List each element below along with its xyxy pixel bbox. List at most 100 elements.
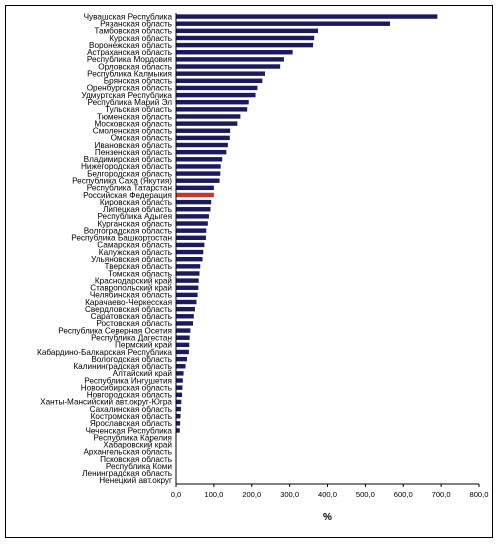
bar xyxy=(176,428,180,433)
category-label: Краснодарский край xyxy=(95,276,172,285)
category-label: Вологодская область xyxy=(91,355,172,364)
category-label: Кировская область xyxy=(100,198,172,207)
bar xyxy=(176,264,201,269)
category-label: Ярославская область xyxy=(90,419,172,428)
x-tick-label: 300,0 xyxy=(280,490,299,499)
bar xyxy=(176,57,284,62)
bar xyxy=(176,314,194,319)
bar xyxy=(176,271,200,276)
bar xyxy=(176,157,223,162)
bar xyxy=(176,50,293,55)
bar xyxy=(176,99,249,105)
category-label: Томская область xyxy=(108,269,172,278)
category-label: Тверская область xyxy=(105,262,172,271)
bar xyxy=(176,321,194,326)
bar xyxy=(176,328,191,333)
category-label: Саратовская область xyxy=(91,312,172,321)
category-label: Самарская область xyxy=(97,241,172,250)
bar xyxy=(176,385,183,390)
x-tick-label: 500,0 xyxy=(356,490,375,499)
category-label: Российская Федерация xyxy=(83,191,172,200)
category-label: Республика Башкортостан xyxy=(71,234,172,243)
category-label: Республика Коми xyxy=(106,462,172,471)
bar xyxy=(176,42,314,48)
bar xyxy=(176,342,190,348)
category-label: Пензенская область xyxy=(95,148,172,157)
category-label: Республика Саха (Якутия) xyxy=(72,177,172,186)
category-label: Ленинградская область xyxy=(82,469,172,478)
bar xyxy=(176,364,186,369)
bar xyxy=(176,278,199,283)
bar xyxy=(176,92,256,98)
category-label: Тамбовская область xyxy=(94,27,172,36)
bar xyxy=(176,228,207,233)
category-label: Архангельская область xyxy=(83,448,172,457)
category-label: Чеченская Республика xyxy=(85,426,172,435)
category-label: Курская область xyxy=(109,34,172,43)
bar xyxy=(176,421,181,426)
bar xyxy=(176,349,189,355)
bar xyxy=(176,149,227,155)
x-tick-label: 700,0 xyxy=(432,490,451,499)
category-label: Тульская область xyxy=(105,105,172,114)
bar xyxy=(176,413,181,419)
category-label: Волгоградская область xyxy=(84,226,172,235)
bar xyxy=(176,214,209,219)
category-label: Республика Дагестан xyxy=(91,334,172,343)
bar xyxy=(176,107,248,112)
bar xyxy=(176,221,208,226)
bar xyxy=(176,142,228,148)
category-label: Омская область xyxy=(111,134,172,143)
bar xyxy=(176,207,211,212)
category-label: Калининградская область xyxy=(73,362,172,371)
category-label: Воронежская область xyxy=(89,41,172,50)
bar xyxy=(176,392,183,397)
category-label: Курганская область xyxy=(97,219,172,228)
bar xyxy=(176,21,390,26)
category-label: Хабаровский край xyxy=(103,441,172,450)
bar xyxy=(176,121,238,126)
x-tick-label: 400,0 xyxy=(318,490,337,499)
bar xyxy=(176,178,220,183)
bar xyxy=(176,114,241,119)
bar xyxy=(176,235,206,240)
x-tick-label: 800,0 xyxy=(469,490,488,499)
category-label: Орловская область xyxy=(98,62,172,71)
category-label: Ставропольский край xyxy=(90,284,172,293)
bar xyxy=(176,185,214,191)
bar xyxy=(176,78,263,83)
category-label: Сахалинская область xyxy=(90,405,172,414)
bar xyxy=(176,242,205,248)
category-label: Псковская область xyxy=(100,455,172,464)
category-label: Оренбургская область xyxy=(87,84,172,93)
bar xyxy=(176,299,197,305)
bar xyxy=(176,28,319,34)
category-label: Республика Адыгея xyxy=(97,212,172,221)
category-label: Челябинская область xyxy=(90,291,172,300)
bar xyxy=(176,199,212,205)
bar xyxy=(176,378,183,383)
category-label: Брянская область xyxy=(104,77,172,86)
x-tick-label: 100,0 xyxy=(204,490,223,499)
category-label: Московская область xyxy=(95,119,172,128)
category-label: Республика Калмыкия xyxy=(87,69,172,78)
bar xyxy=(176,306,195,312)
category-label: Ульяновская область xyxy=(91,255,172,264)
category-label: Республика Ингушетия xyxy=(84,376,172,385)
category-label: Рязанская область xyxy=(100,20,172,29)
category-label: Республика Марий Эл xyxy=(88,98,173,107)
category-label: Ивановская область xyxy=(95,141,172,150)
bar xyxy=(176,356,187,362)
category-label: Костромская область xyxy=(91,412,172,421)
bar xyxy=(176,292,198,298)
category-label: Алтайский край xyxy=(113,369,172,378)
category-label: Белгородская область xyxy=(87,169,172,178)
bar xyxy=(176,14,438,19)
x-tick-label: 600,0 xyxy=(394,490,413,499)
bar xyxy=(176,71,266,76)
category-label: Липецкая область xyxy=(103,205,172,214)
bar xyxy=(176,399,182,405)
bar xyxy=(176,128,231,133)
category-label: Ханты-Мансийский авт.округ-Югра xyxy=(40,398,172,407)
